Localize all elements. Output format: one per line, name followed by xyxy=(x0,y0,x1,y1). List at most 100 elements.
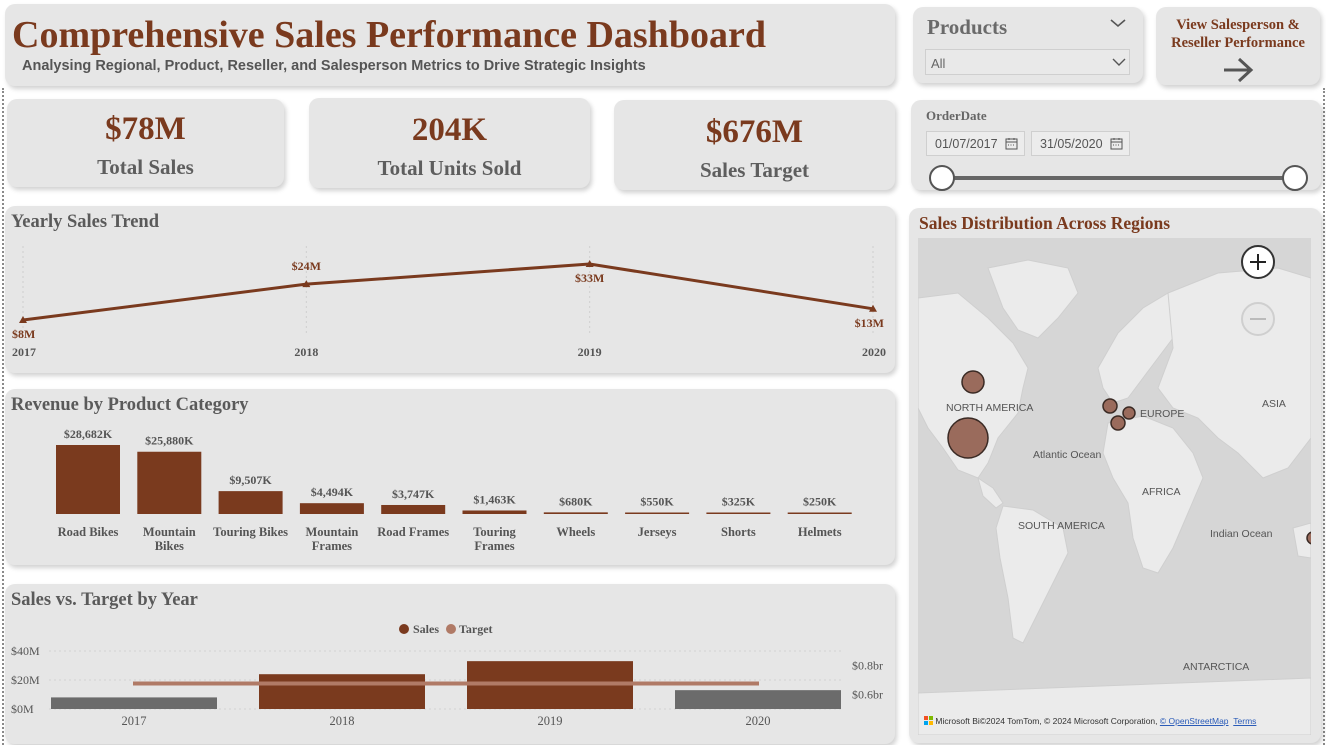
zoom-in-button[interactable] xyxy=(1241,245,1275,279)
view-salesperson-reseller-button[interactable]: View Salesperson & Reseller Performance xyxy=(1156,7,1320,85)
map-label-europe: EUROPE xyxy=(1140,408,1185,420)
svt-right-tick: $0.6br xyxy=(852,688,883,702)
products-dropdown[interactable]: All xyxy=(925,49,1130,75)
end-date-input[interactable]: 31/05/2020 xyxy=(1031,131,1130,156)
right-dotted-border xyxy=(1323,88,1325,745)
map-attribution-text: ©2024 TomTom, © 2024 Microsoft Corporati… xyxy=(979,716,1158,726)
category-data-label: $550K xyxy=(640,495,674,509)
trend-x-tick: 2018 xyxy=(294,345,318,359)
category-x-label: Touring Bikes xyxy=(213,525,288,539)
svt-x-tick: 2018 xyxy=(330,714,355,728)
svt-left-tick: $20M xyxy=(11,673,40,687)
trend-data-label: $33M xyxy=(575,271,604,285)
yearly-trend-chart: 2017 2018 2019 2020 $8M $24M $33M $13M xyxy=(12,246,886,359)
map-label-antarctica: ANTARCTICA xyxy=(1183,661,1250,673)
svt-x-tick: 2019 xyxy=(538,714,563,728)
kpi-sales-target-card: $676M Sales Target xyxy=(614,100,895,190)
map-label-atlantic: Atlantic Ocean xyxy=(1033,449,1102,461)
kpi-total-units-card: 204K Total Units Sold xyxy=(309,98,590,188)
svt-left-tick: $0M xyxy=(11,702,34,716)
nav-button-label: View Salesperson & Reseller Performance xyxy=(1156,16,1320,52)
category-bar xyxy=(137,451,202,514)
trend-data-label: $8M xyxy=(12,327,35,341)
category-data-label: $4,494K xyxy=(311,485,354,499)
start-date-input[interactable]: 01/07/2017 xyxy=(926,131,1025,156)
category-x-label: Touring xyxy=(473,525,516,539)
category-bar xyxy=(706,512,771,514)
category-x-label: Road Frames xyxy=(377,525,449,539)
region-bubble[interactable] xyxy=(1306,531,1311,545)
legend-target-marker xyxy=(446,624,456,634)
category-x-label: Wheels xyxy=(556,525,595,539)
trend-x-tick: 2020 xyxy=(862,345,886,359)
region-bubble[interactable] xyxy=(961,370,985,394)
category-x-label: Frames xyxy=(312,539,352,553)
region-bubble[interactable] xyxy=(1110,415,1126,431)
trend-data-label: $24M xyxy=(292,259,321,273)
date-range-slider-track[interactable] xyxy=(943,176,1295,180)
trend-x-tick: 2017 xyxy=(12,345,36,359)
trend-x-tick: 2019 xyxy=(578,345,602,359)
svt-sales-bar xyxy=(259,674,425,709)
legend-sales-label: Sales xyxy=(413,622,439,636)
world-map[interactable]: NORTH AMERICA EUROPE ASIA Atlantic Ocean… xyxy=(918,238,1311,735)
kpi-sales-target-label: Sales Target xyxy=(699,158,810,182)
category-x-label: Mountain xyxy=(143,525,196,539)
category-chart-title: Revenue by Product Category xyxy=(11,395,249,415)
plus-icon xyxy=(1250,254,1266,270)
svt-left-tick: $40M xyxy=(11,644,40,658)
date-range-start-handle[interactable] xyxy=(929,165,955,191)
products-slicer: Products All xyxy=(913,7,1143,83)
nav-button-label-line1: View Salesperson & xyxy=(1176,17,1300,33)
date-range-end-handle[interactable] xyxy=(1282,165,1308,191)
category-x-label: Jerseys xyxy=(638,525,677,539)
legend-sales-marker xyxy=(399,624,409,634)
svt-x-tick: 2017 xyxy=(122,714,147,728)
kpi-total-units-label: Total Units Sold xyxy=(377,156,522,180)
orderdate-title: OrderDate xyxy=(926,108,987,123)
nav-button-label-line2: Reseller Performance xyxy=(1171,35,1305,51)
calendar-icon[interactable] xyxy=(1005,137,1018,150)
chevron-down-icon xyxy=(1112,58,1126,66)
trend-point xyxy=(585,260,594,267)
map-label-south-america: SOUTH AMERICA xyxy=(1018,520,1105,532)
trend-point xyxy=(302,280,311,288)
category-bar xyxy=(218,491,283,514)
map-title: Sales Distribution Across Regions xyxy=(919,213,1171,233)
left-dotted-border xyxy=(2,88,4,745)
orderdate-slicer: OrderDate 01/07/2017 31/05/2020 xyxy=(911,100,1321,191)
sales-map-card: Sales Distribution Across Regions xyxy=(909,208,1321,743)
kpi-total-sales-card: $78M Total Sales xyxy=(7,99,284,187)
category-bar xyxy=(381,504,446,514)
map-label-africa: AFRICA xyxy=(1142,486,1181,498)
category-data-label: $3,747K xyxy=(392,487,435,501)
region-bubble[interactable] xyxy=(1102,398,1118,414)
region-bubble[interactable] xyxy=(947,417,989,459)
category-data-label: $680K xyxy=(559,494,593,508)
map-brand: Microsoft Bi xyxy=(935,716,980,726)
category-bar xyxy=(299,503,364,514)
trend-data-label: $13M xyxy=(855,316,884,330)
revenue-by-category-card: Revenue by Product Category $28,682K Road… xyxy=(5,389,895,565)
kpi-sales-target-value: $676M xyxy=(705,114,804,150)
category-data-label: $25,880K xyxy=(145,434,194,448)
legend-target-label: Target xyxy=(459,622,493,636)
category-bar xyxy=(543,512,608,514)
terms-link[interactable]: Terms xyxy=(1233,716,1257,726)
sales-vs-target-card: Sales vs. Target by Year Sales Target $0M $… xyxy=(5,584,895,744)
yearly-trend-title: Yearly Sales Trend xyxy=(11,212,160,232)
zoom-out-button[interactable] xyxy=(1241,302,1275,336)
map-label-asia: ASIA xyxy=(1262,398,1286,410)
chevron-down-icon[interactable] xyxy=(1109,17,1127,29)
openstreetmap-link[interactable]: © OpenStreetMap xyxy=(1159,716,1229,726)
category-data-label: $9,507K xyxy=(229,473,272,487)
svt-sales-bar xyxy=(675,690,841,709)
sales-vs-target-chart: Sales Target $0M $20M $40M $0.6br $0.8br 2017 20… xyxy=(11,622,883,728)
kpi-total-units-value: 204K xyxy=(411,112,488,148)
region-bubble[interactable] xyxy=(1122,406,1136,420)
category-x-label: Frames xyxy=(474,539,514,553)
calendar-icon[interactable] xyxy=(1110,137,1123,150)
category-data-label: $325K xyxy=(722,495,756,509)
map-attribution: Microsoft Bi©2024 TomTom, © 2024 Microso… xyxy=(924,716,1256,726)
